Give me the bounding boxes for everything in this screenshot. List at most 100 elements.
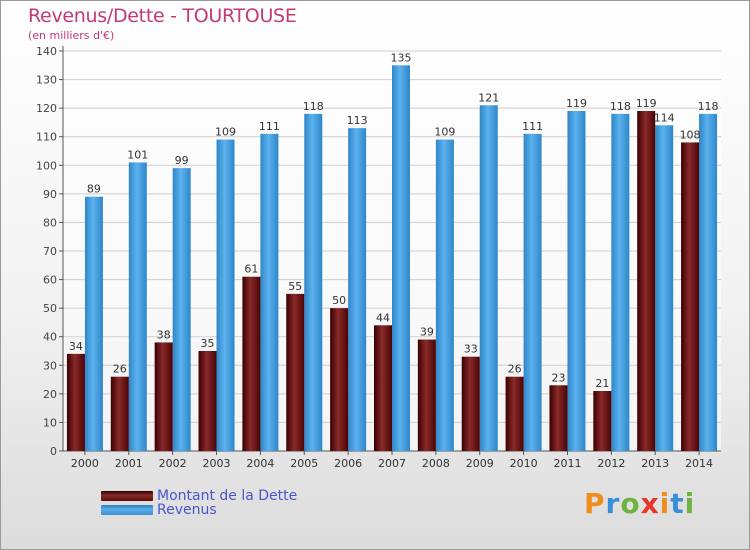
bar-revenue — [567, 111, 586, 451]
x-tick-label: 2006 — [334, 457, 362, 470]
data-label-revenue: 121 — [478, 91, 499, 104]
x-tick-label: 2005 — [290, 457, 318, 470]
x-tick-label: 2001 — [115, 457, 143, 470]
x-tick-label: 2011 — [553, 457, 581, 470]
data-label-debt: 34 — [69, 340, 83, 353]
logo-letter: i — [659, 487, 671, 520]
bar-revenue — [392, 65, 410, 452]
bar-revenue — [699, 113, 718, 451]
data-label-debt: 33 — [464, 343, 478, 356]
y-tick-label: 100 — [36, 159, 57, 172]
data-label-revenue: 111 — [522, 120, 543, 133]
bar-revenue — [611, 113, 630, 451]
logo-letter: x — [640, 487, 660, 520]
logo-letter: P — [584, 487, 606, 520]
data-label-revenue: 109 — [215, 126, 236, 139]
x-tick-label: 2009 — [466, 457, 494, 470]
x-tick-label: 2004 — [246, 457, 274, 470]
y-tick-label: 80 — [43, 216, 57, 229]
legend-label-revenue: Revenus — [157, 502, 217, 518]
bar-revenue — [655, 125, 674, 452]
y-tick-label: 90 — [43, 188, 57, 201]
bar-revenue — [216, 139, 235, 452]
bar-debt — [154, 342, 173, 451]
data-label-revenue: 119 — [566, 97, 587, 110]
legend-label-debt: Montant de la Dette — [157, 488, 298, 504]
bar-debt — [593, 391, 612, 451]
bar-revenue — [260, 133, 279, 451]
legend-item-revenue: Revenus — [101, 502, 217, 518]
bar-debt — [461, 356, 480, 451]
data-label-debt: 61 — [244, 263, 258, 276]
legend-item-debt: Montant de la Dette — [101, 488, 297, 504]
bar-debt — [286, 293, 305, 451]
bar-debt — [198, 351, 217, 451]
x-tick-label: 2013 — [641, 457, 669, 470]
data-label-debt: 35 — [201, 337, 215, 350]
data-label-revenue: 118 — [698, 100, 719, 113]
bar-revenue — [523, 133, 542, 451]
y-tick-label: 0 — [50, 445, 57, 458]
y-tick-label: 60 — [43, 274, 57, 287]
y-tick-label: 30 — [43, 359, 57, 372]
y-tick-label: 110 — [36, 131, 57, 144]
data-label-debt: 55 — [288, 280, 302, 293]
data-label-debt: 23 — [551, 371, 565, 384]
data-label-debt: 21 — [595, 377, 609, 390]
logo-letter: r — [605, 487, 621, 520]
x-tick-label: 2000 — [71, 457, 99, 470]
data-label-revenue: 111 — [259, 120, 280, 133]
y-tick-label: 10 — [43, 416, 57, 429]
bar-debt — [549, 385, 568, 451]
x-tick-label: 2012 — [597, 457, 625, 470]
bar-debt — [110, 376, 129, 451]
data-label-debt: 26 — [113, 363, 127, 376]
y-tick-label: 20 — [43, 388, 57, 401]
logo-letter: o — [620, 487, 641, 520]
bar-debt — [505, 376, 524, 451]
x-tick-label: 2008 — [422, 457, 450, 470]
bar-revenue — [172, 168, 191, 451]
bar-revenue — [348, 128, 367, 451]
data-label-debt: 44 — [376, 311, 390, 324]
bar-debt — [242, 276, 261, 451]
data-label-revenue: 135 — [391, 51, 412, 64]
data-label-debt: 108 — [680, 128, 701, 141]
x-tick-label: 2002 — [159, 457, 187, 470]
logo-letter: t — [670, 487, 685, 520]
bar-debt — [417, 339, 436, 451]
data-label-revenue: 118 — [303, 100, 324, 113]
y-tick-label: 50 — [43, 302, 57, 315]
data-label-revenue: 89 — [87, 183, 101, 196]
data-label-debt: 39 — [420, 326, 434, 339]
bar-revenue — [304, 113, 323, 451]
bar-revenue — [128, 162, 147, 451]
y-tick-label: 120 — [36, 102, 57, 115]
data-label-revenue: 99 — [175, 154, 189, 167]
proxiti-logo: Proxiti — [584, 487, 695, 520]
data-label-revenue: 101 — [127, 148, 148, 161]
chart-title: Revenus/Dette - TOURTOUSE — [28, 5, 297, 27]
y-tick-label: 70 — [43, 245, 57, 258]
data-label-debt: 50 — [332, 294, 346, 307]
data-label-debt: 38 — [157, 328, 171, 341]
data-label-revenue: 113 — [347, 114, 368, 127]
x-tick-label: 2010 — [510, 457, 538, 470]
x-tick-label: 2014 — [685, 457, 713, 470]
y-tick-label: 130 — [36, 74, 57, 87]
data-label-revenue: 109 — [434, 126, 455, 139]
legend-swatch-debt — [101, 491, 153, 501]
logo-letter: i — [684, 487, 696, 520]
bar-revenue — [479, 105, 498, 452]
data-label-revenue: 114 — [654, 111, 675, 124]
chart-subtitle: (en milliers d'€) — [28, 29, 115, 42]
bar-debt — [66, 353, 85, 451]
bar-debt — [637, 111, 656, 451]
data-label-revenue: 118 — [610, 100, 631, 113]
bar-debt — [681, 142, 700, 451]
legend-swatch-revenue — [101, 505, 153, 515]
x-tick-label: 2003 — [203, 457, 231, 470]
bar-debt — [374, 325, 392, 451]
